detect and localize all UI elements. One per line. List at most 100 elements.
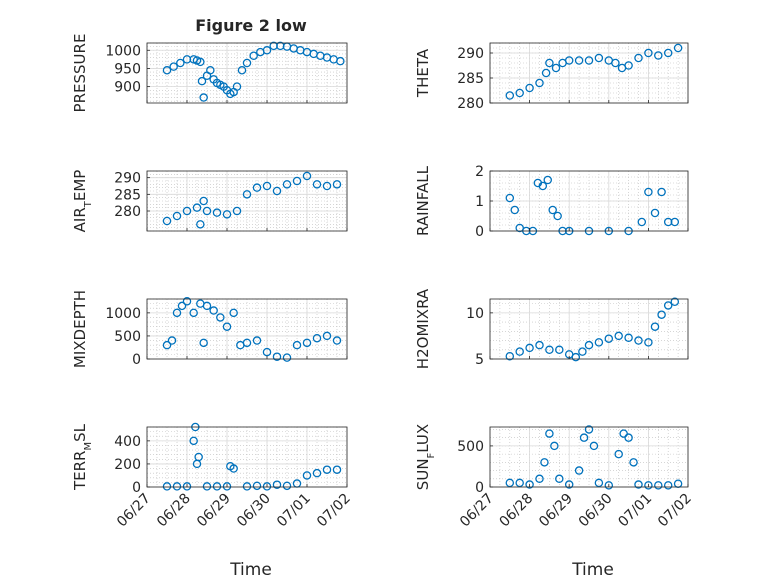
panel-h2omixra: 5 10 H2OMIXRA xyxy=(414,288,689,369)
y-tick-label: 0 xyxy=(132,352,141,368)
axes-box xyxy=(146,42,348,104)
data-point xyxy=(229,464,238,473)
data-point xyxy=(232,82,242,91)
data-point xyxy=(515,88,524,98)
data-point xyxy=(232,206,242,216)
data-point xyxy=(551,63,561,73)
data-point xyxy=(199,196,208,206)
data-point xyxy=(578,347,587,356)
axes-box xyxy=(489,42,689,104)
series-mixdepth xyxy=(162,297,342,362)
data-point xyxy=(545,345,554,355)
data-point xyxy=(167,336,177,345)
data-point xyxy=(657,310,666,319)
axes-box xyxy=(489,426,689,488)
y-tick-label: 10 xyxy=(466,306,484,322)
data-point xyxy=(564,480,574,489)
y-axis-label: TERRMSL xyxy=(71,423,94,491)
data-point xyxy=(262,482,272,491)
data-point xyxy=(579,433,589,442)
data-point xyxy=(594,53,604,63)
data-point xyxy=(229,308,238,318)
data-point xyxy=(634,480,643,489)
data-point xyxy=(604,334,614,343)
series-air_temp xyxy=(162,171,342,229)
data-point xyxy=(169,62,178,71)
data-point xyxy=(654,51,663,60)
y-axis-label: H2OMIXRA xyxy=(414,288,432,369)
data-point xyxy=(176,58,185,68)
data-point xyxy=(611,58,620,68)
y-tick-label: 2 xyxy=(475,164,484,180)
data-point xyxy=(192,203,202,212)
y-tick-label: 1 xyxy=(475,194,484,210)
data-point xyxy=(202,301,212,311)
data-point xyxy=(162,216,172,226)
data-point xyxy=(242,190,252,199)
data-point xyxy=(302,338,312,348)
data-point xyxy=(262,46,272,55)
y-tick-label: 200 xyxy=(114,457,141,473)
data-point xyxy=(162,66,172,75)
data-point xyxy=(162,482,172,491)
data-point xyxy=(199,338,208,348)
data-point xyxy=(515,347,524,356)
data-point xyxy=(614,449,623,459)
y-axis-label: MIXDEPTH xyxy=(71,290,89,368)
y-tick-label: 1000 xyxy=(105,43,141,59)
data-point xyxy=(292,176,302,186)
data-point xyxy=(525,83,534,93)
data-point xyxy=(212,208,222,217)
data-point xyxy=(540,458,549,467)
panel-theta: 280 285 290 THETA xyxy=(414,42,689,112)
y-tick-label: 500 xyxy=(114,329,141,345)
y-tick-label: 5 xyxy=(475,352,484,368)
data-point xyxy=(535,78,544,88)
data-point xyxy=(172,482,182,491)
data-point xyxy=(222,322,232,331)
data-point xyxy=(242,338,252,348)
data-point xyxy=(332,180,342,189)
data-point xyxy=(262,181,272,191)
data-point xyxy=(535,474,544,484)
data-point xyxy=(594,478,604,488)
y-tick-label: 285 xyxy=(114,187,141,203)
data-point xyxy=(650,208,660,218)
data-point xyxy=(624,333,633,343)
data-point xyxy=(584,56,594,65)
data-point xyxy=(292,340,302,350)
data-point xyxy=(242,58,252,68)
data-point xyxy=(505,351,515,361)
x-axis-label-right: Time xyxy=(571,560,614,580)
data-point xyxy=(505,193,515,203)
y-axis-label: RAINFALL xyxy=(414,165,432,236)
y-tick-label: 950 xyxy=(114,61,141,77)
data-point xyxy=(604,481,614,490)
data-point xyxy=(177,301,187,311)
y-tick-label: 1000 xyxy=(105,306,141,322)
data-point xyxy=(332,336,342,345)
y-tick-label: 400 xyxy=(114,434,141,450)
data-point xyxy=(553,211,562,221)
data-point xyxy=(505,91,515,100)
series-h2omixra xyxy=(505,297,680,362)
data-point xyxy=(619,429,628,438)
data-point xyxy=(555,345,564,355)
data-point xyxy=(182,482,192,491)
data-point xyxy=(644,481,653,490)
data-point xyxy=(644,48,653,58)
data-point xyxy=(272,480,282,489)
data-point xyxy=(654,481,663,490)
y-axis-label: AIRTEMP xyxy=(71,170,94,233)
y-axis-label: THETA xyxy=(414,48,432,98)
data-point xyxy=(505,478,515,488)
data-point xyxy=(637,217,647,227)
figure-title: Figure 2 low xyxy=(195,16,307,35)
data-point xyxy=(252,481,262,491)
data-point xyxy=(663,481,673,490)
y-tick-label: 0 xyxy=(132,480,141,496)
data-point xyxy=(282,180,292,189)
data-point xyxy=(202,482,212,491)
y-tick-label: 280 xyxy=(114,204,141,220)
